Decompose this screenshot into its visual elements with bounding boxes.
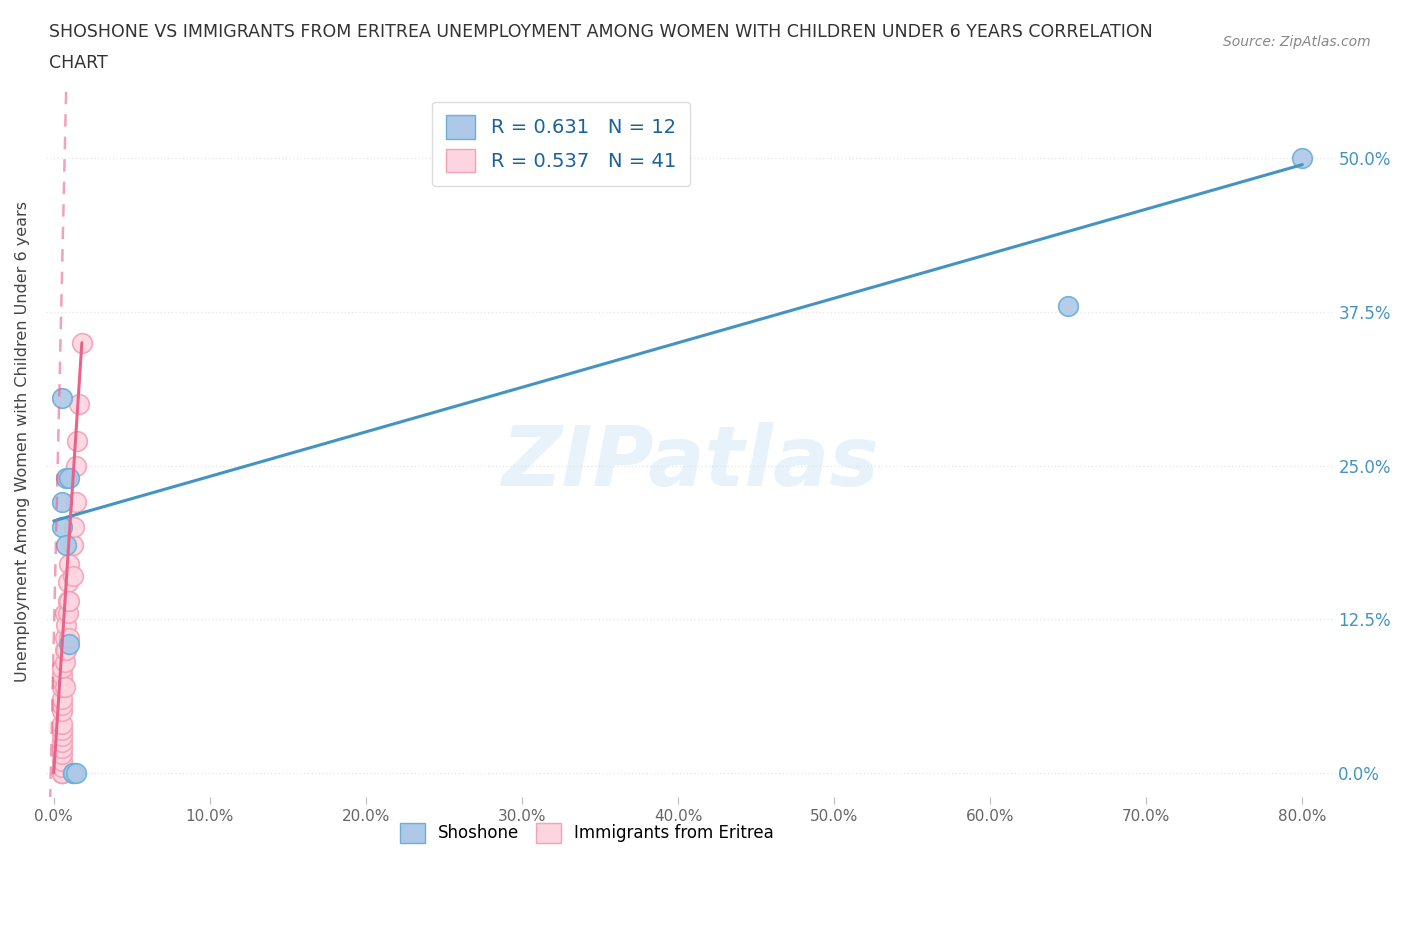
Text: ZIPatlas: ZIPatlas bbox=[501, 422, 879, 503]
Point bbox=[51, 765, 73, 780]
Point bbox=[51, 765, 73, 780]
Point bbox=[70, 336, 93, 351]
Point bbox=[51, 765, 73, 780]
Point bbox=[58, 556, 80, 571]
Point bbox=[53, 605, 76, 620]
Point bbox=[51, 716, 73, 731]
Point bbox=[62, 569, 84, 584]
Text: CHART: CHART bbox=[49, 54, 108, 72]
Point bbox=[51, 728, 73, 743]
Point bbox=[53, 655, 76, 670]
Point bbox=[53, 679, 76, 694]
Point bbox=[51, 520, 73, 535]
Y-axis label: Unemployment Among Women with Children Under 6 years: Unemployment Among Women with Children U… bbox=[15, 201, 30, 682]
Point bbox=[58, 631, 80, 645]
Legend: Shoshone, Immigrants from Eritrea: Shoshone, Immigrants from Eritrea bbox=[392, 816, 780, 850]
Point bbox=[1057, 299, 1080, 313]
Point bbox=[55, 618, 77, 632]
Point bbox=[51, 391, 73, 405]
Point bbox=[51, 747, 73, 762]
Point bbox=[55, 471, 77, 485]
Text: SHOSHONE VS IMMIGRANTS FROM ERITREA UNEMPLOYMENT AMONG WOMEN WITH CHILDREN UNDER: SHOSHONE VS IMMIGRANTS FROM ERITREA UNEM… bbox=[49, 23, 1153, 41]
Point bbox=[51, 765, 73, 780]
Point bbox=[51, 679, 73, 694]
Point bbox=[51, 753, 73, 768]
Point bbox=[51, 692, 73, 707]
Point bbox=[1291, 151, 1313, 166]
Point bbox=[58, 471, 80, 485]
Point bbox=[62, 765, 84, 780]
Point bbox=[58, 593, 80, 608]
Point bbox=[51, 704, 73, 719]
Point bbox=[51, 698, 73, 712]
Point bbox=[51, 673, 73, 688]
Point bbox=[56, 593, 79, 608]
Point bbox=[51, 741, 73, 756]
Point bbox=[67, 397, 90, 412]
Text: Source: ZipAtlas.com: Source: ZipAtlas.com bbox=[1223, 35, 1371, 49]
Point bbox=[51, 723, 73, 737]
Point bbox=[51, 759, 73, 774]
Point bbox=[66, 433, 89, 448]
Point bbox=[65, 765, 87, 780]
Point bbox=[53, 631, 76, 645]
Point bbox=[58, 636, 80, 651]
Point bbox=[65, 495, 87, 510]
Point bbox=[51, 667, 73, 682]
Point bbox=[62, 538, 84, 553]
Point bbox=[65, 458, 87, 473]
Point bbox=[51, 661, 73, 676]
Point bbox=[62, 765, 84, 780]
Point bbox=[55, 643, 77, 658]
Point bbox=[56, 605, 79, 620]
Point bbox=[51, 735, 73, 750]
Point bbox=[56, 575, 79, 590]
Point bbox=[55, 538, 77, 553]
Point bbox=[51, 495, 73, 510]
Point bbox=[63, 520, 86, 535]
Point bbox=[51, 765, 73, 780]
Point bbox=[53, 643, 76, 658]
